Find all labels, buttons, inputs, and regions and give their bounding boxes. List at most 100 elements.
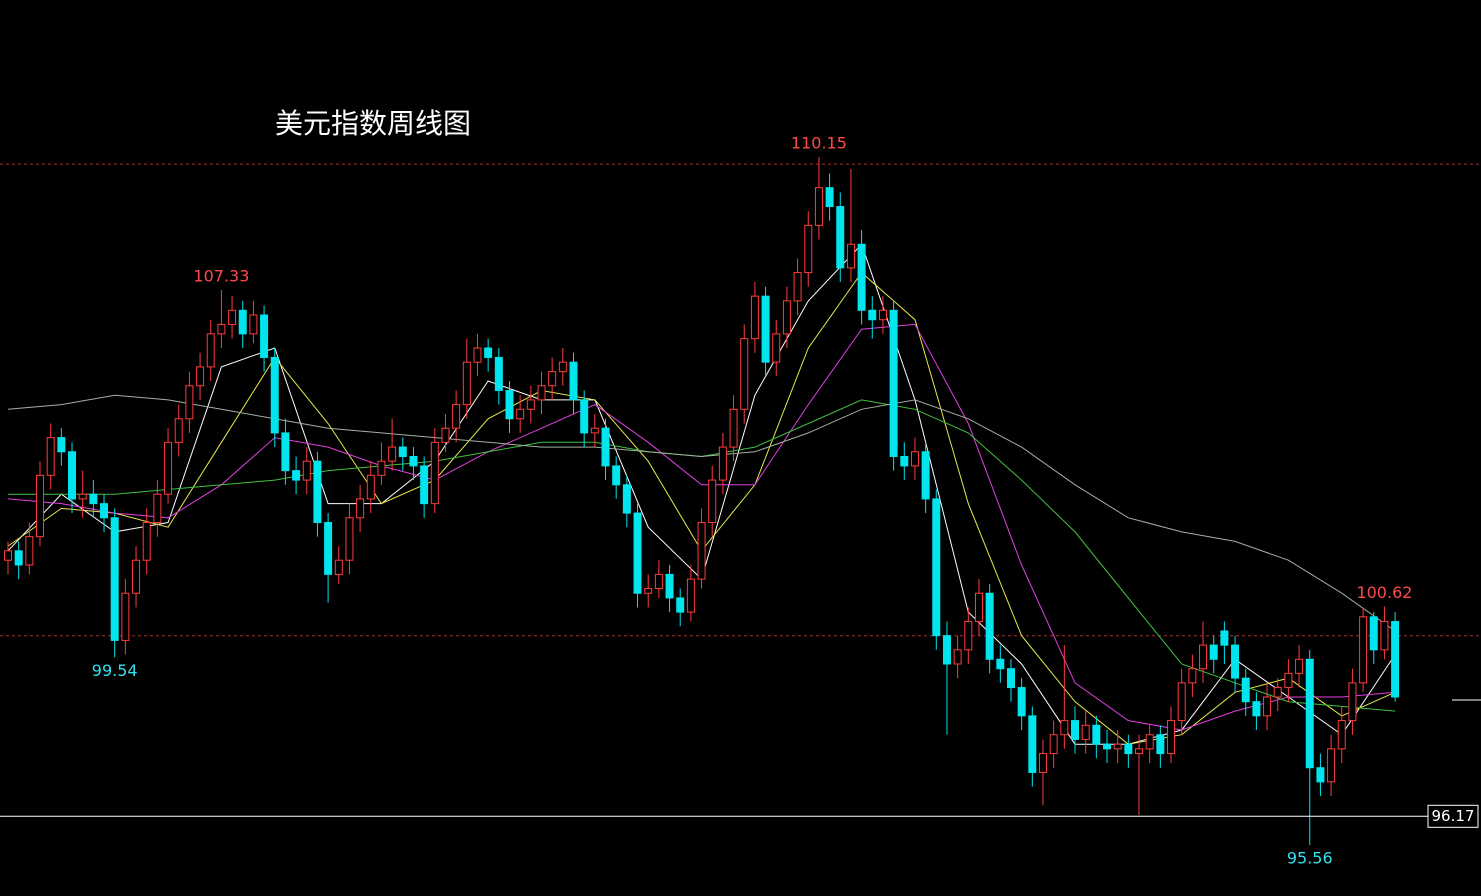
candle-body [46, 437, 55, 476]
candle-body [228, 309, 237, 325]
candle-body [1028, 715, 1037, 773]
candle-body [164, 441, 173, 495]
candle-body [1231, 644, 1240, 679]
candle-body [985, 592, 994, 660]
candle-body [1017, 687, 1026, 717]
candle-body [142, 522, 151, 561]
candle-body [644, 588, 653, 594]
candle-body [761, 295, 770, 363]
candle-body [548, 371, 557, 387]
candle-body [1038, 753, 1047, 773]
candle-body [494, 356, 503, 391]
candle-body [409, 455, 418, 467]
high-label: 110.15 [791, 134, 847, 153]
low-label: 95.56 [1287, 849, 1333, 868]
candle-body [292, 470, 301, 481]
candle-body [953, 649, 962, 665]
candle-body [569, 361, 578, 401]
candle-body [708, 479, 717, 524]
candle-body [676, 597, 685, 613]
candle-body [1156, 734, 1165, 755]
candle-body [121, 592, 130, 641]
candle-body [1060, 720, 1069, 736]
candle-body [366, 474, 375, 500]
candle-body [78, 493, 87, 500]
candle-body [857, 243, 866, 311]
candle-body [1316, 767, 1325, 783]
candle-body [1006, 668, 1015, 689]
candle-body [793, 272, 802, 302]
candle-body [740, 338, 749, 410]
candle-body [516, 408, 525, 420]
candle-body [1177, 682, 1186, 722]
candle-body [89, 493, 98, 505]
candle-body [846, 243, 855, 269]
candle-body [601, 427, 610, 467]
candle-body [185, 385, 194, 420]
candle-body [1380, 621, 1389, 651]
candle-body [4, 550, 12, 561]
candle-body [1167, 720, 1176, 755]
candle-body [1391, 621, 1400, 698]
candle-body [942, 635, 951, 665]
candle-body [1348, 682, 1357, 722]
candle-body [1241, 677, 1250, 703]
candle-body [921, 451, 930, 500]
candle-body [420, 465, 429, 505]
candle-body [377, 460, 386, 476]
candle-body [398, 446, 407, 457]
candle-body [1273, 687, 1282, 698]
candle-body [878, 309, 887, 321]
candle-body [302, 460, 311, 481]
candle-body [14, 550, 23, 566]
candle-body [633, 512, 642, 594]
low-label: 99.54 [92, 661, 138, 680]
candle-body [430, 441, 439, 505]
candle-body [174, 418, 183, 443]
candle-body [217, 323, 226, 335]
candle-body [996, 658, 1005, 670]
candle-body [57, 437, 66, 453]
candle-body [1092, 724, 1101, 745]
candle-body [1071, 720, 1079, 740]
candle-body [537, 385, 546, 401]
candle-body [334, 559, 343, 575]
candle-body [686, 578, 695, 613]
candle-body [964, 621, 973, 651]
candle-body [25, 536, 34, 566]
candle-body [1113, 743, 1122, 750]
candle-body [452, 404, 461, 429]
candle-body [196, 366, 205, 387]
candle-body [1188, 668, 1197, 684]
candle-body [1103, 743, 1112, 750]
candle-body [665, 573, 674, 599]
candle-body [782, 300, 791, 335]
moving-average-line [7, 394, 1396, 632]
candle-body [68, 451, 77, 500]
candle-body [910, 451, 919, 467]
candle-body [100, 503, 109, 519]
candle-body [772, 333, 781, 363]
candle-body [110, 517, 119, 641]
levels [0, 163, 1481, 637]
candle-body [238, 309, 247, 335]
candle-body [1305, 658, 1314, 769]
candle-body [729, 408, 738, 448]
candle-body [132, 559, 141, 594]
candle-body [814, 187, 823, 226]
candle-body [654, 573, 663, 590]
price-line-group: 96.17 [0, 804, 1479, 828]
chart-title: 美元指数周线图 [275, 107, 471, 140]
candle-body [505, 389, 514, 420]
candle-body [974, 592, 983, 623]
candle-body [313, 460, 322, 524]
candle-body [868, 309, 877, 321]
candle-body [1220, 630, 1229, 646]
candle-body [1199, 644, 1208, 670]
candle-body [1359, 616, 1368, 684]
candle-body [590, 427, 599, 434]
candle-body [804, 224, 813, 274]
candle-body [1295, 658, 1304, 674]
candles [4, 157, 1400, 846]
